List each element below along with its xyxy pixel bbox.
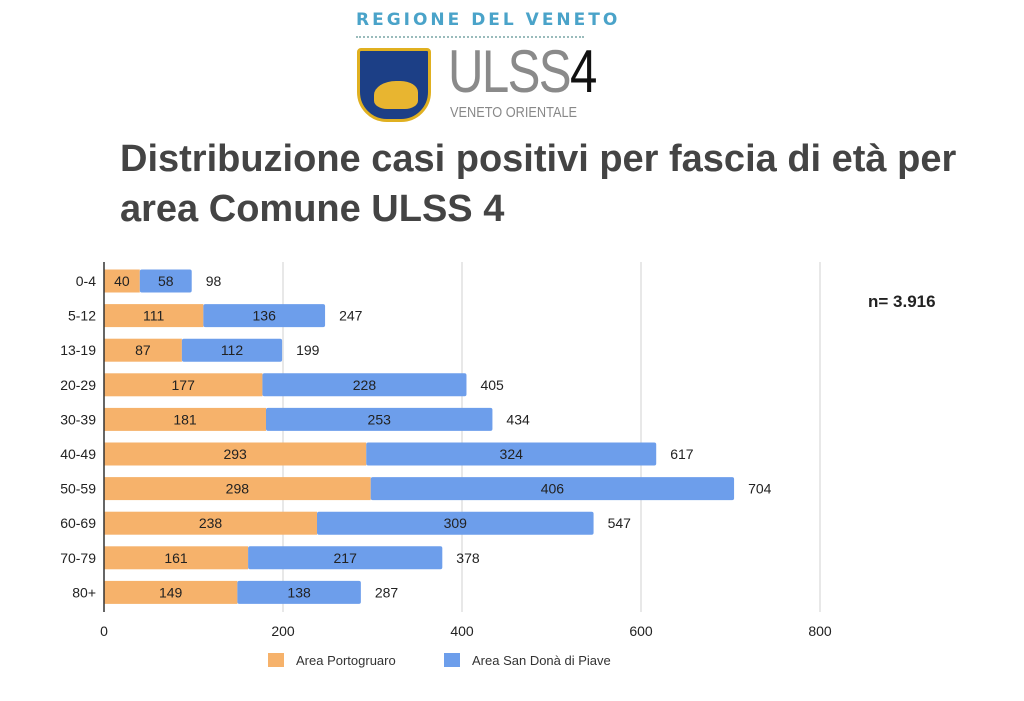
bar-segment	[104, 269, 140, 293]
total-label: 405	[480, 377, 504, 393]
y-tick-label: 40-49	[60, 446, 96, 462]
total-label: 247	[339, 308, 363, 324]
total-label: 547	[608, 515, 632, 531]
y-tick-label: 0-4	[76, 273, 96, 289]
y-tick-label: 70-79	[60, 550, 96, 566]
x-tick-label: 800	[808, 623, 832, 639]
bar-segment	[203, 304, 326, 328]
data-label: 238	[199, 515, 223, 531]
bar-segment	[104, 373, 263, 397]
data-label: 161	[164, 550, 188, 566]
bar-segment	[104, 511, 318, 535]
total-label: 617	[670, 446, 694, 462]
data-label: 228	[353, 377, 377, 393]
bar-segment	[139, 269, 192, 293]
sample-size: n= 3.916	[868, 292, 936, 311]
y-tick-label: 60-69	[60, 515, 96, 531]
data-label: 87	[135, 342, 151, 358]
crest-icon	[357, 48, 431, 122]
total-label: 704	[748, 481, 772, 497]
y-tick-label: 30-39	[60, 411, 96, 427]
bar-segment	[104, 442, 367, 466]
data-label: 253	[368, 411, 392, 427]
data-label: 111	[143, 308, 164, 324]
logo-name: ULSS4	[448, 38, 597, 105]
data-label: 406	[541, 481, 565, 497]
data-label: 324	[500, 446, 524, 462]
data-label: 136	[253, 308, 277, 324]
y-tick-label: 20-29	[60, 377, 96, 393]
bar-segment	[370, 477, 735, 501]
data-label: 217	[334, 550, 358, 566]
total-label: 434	[506, 411, 530, 427]
data-label: 138	[287, 584, 311, 600]
data-label: 58	[158, 273, 174, 289]
y-tick-label: 5-12	[68, 308, 96, 324]
data-label: 181	[173, 411, 197, 427]
legend-label: Area San Donà di Piave	[472, 653, 611, 668]
data-label: 309	[444, 515, 468, 531]
bar-segment	[262, 373, 467, 397]
bar-segment	[104, 338, 182, 362]
logo-divider	[356, 36, 584, 38]
logo-subtitle: VENETO ORIENTALE	[450, 104, 578, 121]
chart-title: Distribuzione casi positivi per fascia d…	[120, 138, 957, 230]
y-tick-label: 80+	[72, 584, 96, 600]
data-label: 40	[114, 273, 130, 289]
legend-swatch	[268, 653, 284, 667]
bar-segment	[237, 580, 361, 604]
bar-segment	[104, 407, 266, 431]
data-label: 112	[221, 342, 244, 358]
x-tick-label: 400	[450, 623, 474, 639]
y-tick-label: 13-19	[60, 342, 96, 358]
x-tick-label: 200	[271, 623, 295, 639]
bar-segment	[104, 477, 371, 501]
total-label: 378	[456, 550, 480, 566]
data-label: 298	[226, 481, 250, 497]
data-label: 149	[159, 584, 183, 600]
legend-swatch	[444, 653, 460, 667]
total-label: 199	[296, 342, 320, 358]
legend-label: Area Portogruaro	[296, 653, 396, 668]
bar-segment	[248, 546, 443, 570]
total-label: 98	[206, 273, 222, 289]
y-tick-label: 50-59	[60, 481, 96, 497]
total-label: 287	[375, 584, 399, 600]
x-tick-label: 0	[100, 623, 108, 639]
bar-segment	[265, 407, 493, 431]
data-label: 293	[223, 446, 247, 462]
bar-segment	[366, 442, 657, 466]
bar-segment	[104, 304, 204, 328]
logo-region: REGIONE DEL VENETO	[356, 10, 621, 30]
x-tick-label: 600	[629, 623, 653, 639]
bar-segment	[104, 580, 238, 604]
data-label: 177	[172, 377, 196, 393]
bar-segment	[181, 338, 283, 362]
bar-segment	[317, 511, 594, 535]
bar-segment	[104, 546, 249, 570]
